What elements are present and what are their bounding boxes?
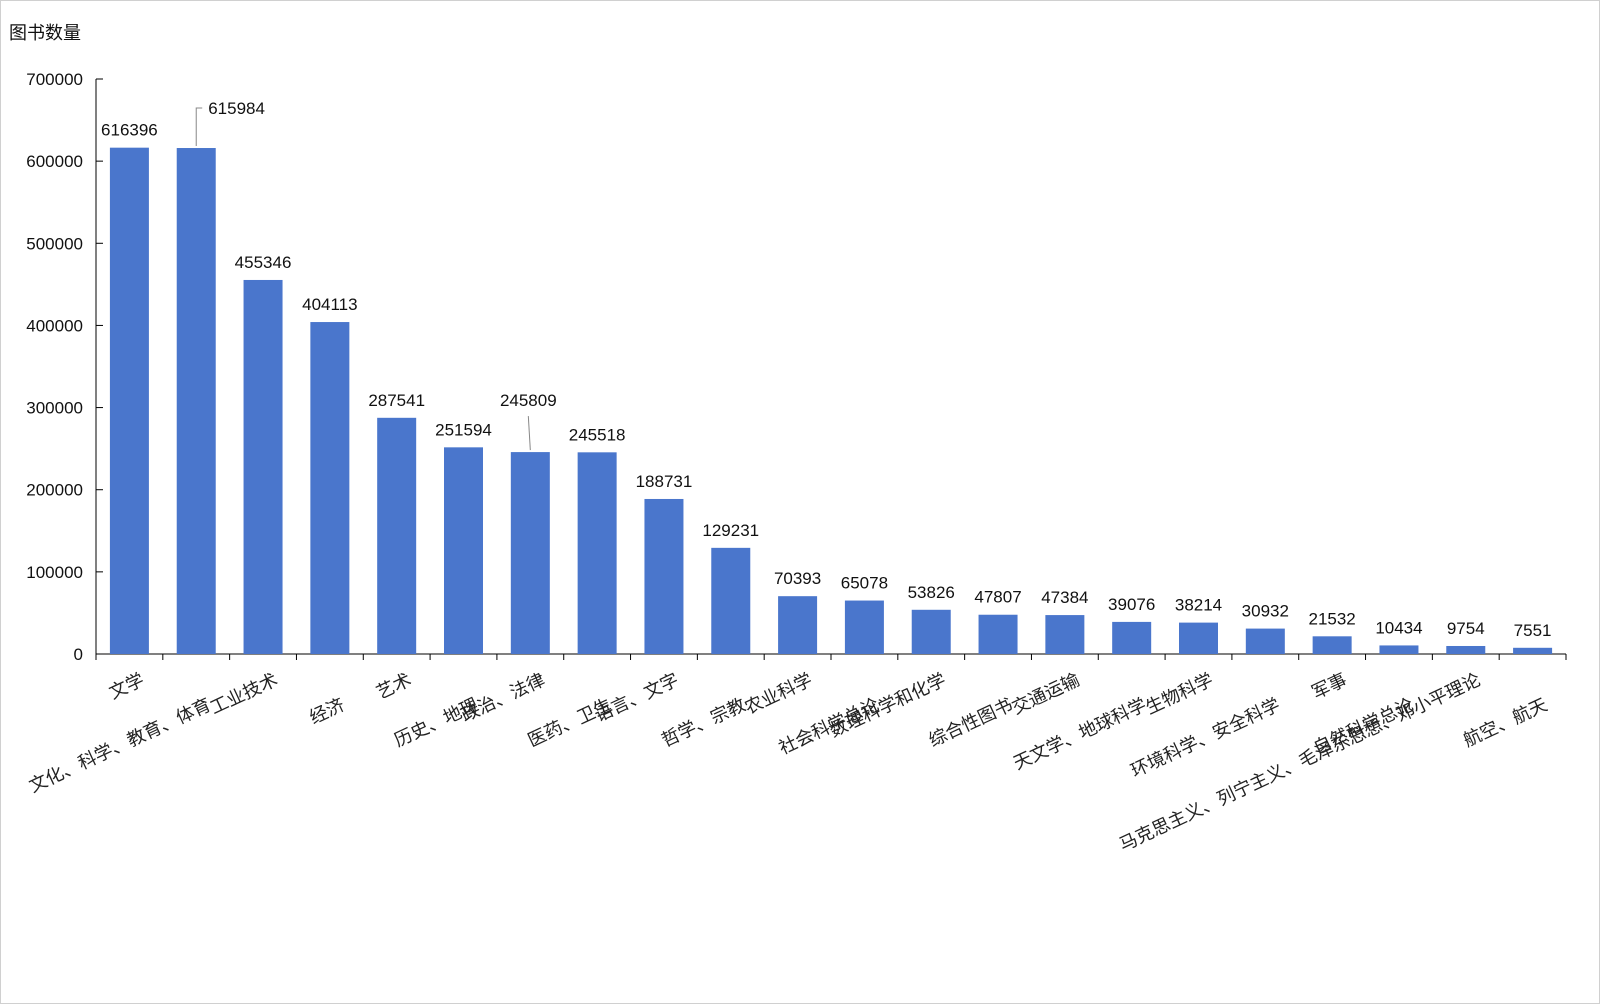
bar [176, 148, 216, 655]
bar [1045, 615, 1085, 654]
data-label: 39076 [1108, 595, 1155, 614]
y-tick-label: 700000 [26, 70, 83, 89]
y-axis: 0 100000 200000 300000 400000 500000 600000 700… [26, 70, 103, 664]
y-tick-label: 100000 [26, 563, 83, 582]
bar [978, 614, 1018, 654]
x-category-label: 交通运输 [1009, 669, 1083, 718]
data-label: 7551 [1514, 621, 1552, 640]
data-label: 615984 [208, 99, 265, 118]
data-label: 53826 [908, 583, 955, 602]
leader-line [527, 416, 531, 451]
x-category-label: 军事 [1309, 669, 1351, 703]
x-category-label: 航空、航天 [1460, 694, 1550, 751]
data-label: 188731 [636, 472, 693, 491]
y-tick-label: 300000 [26, 399, 83, 418]
bar [844, 600, 884, 654]
bar [644, 498, 684, 654]
data-label: 129231 [702, 521, 759, 540]
x-category-label: 艺术 [373, 669, 415, 703]
bar [510, 452, 550, 654]
bar [778, 596, 818, 654]
bar [1379, 645, 1419, 654]
bar [711, 547, 751, 654]
x-category-label: 经济 [306, 694, 348, 728]
data-label: 21532 [1308, 609, 1355, 628]
data-label: 9754 [1447, 619, 1485, 638]
y-tick-label: 400000 [26, 316, 83, 335]
data-label: 38214 [1175, 596, 1222, 615]
data-label: 404113 [302, 295, 357, 314]
y-tick-label: 200000 [26, 481, 83, 500]
data-label: 251594 [435, 420, 492, 439]
data-label: 616396 [101, 121, 158, 140]
y-axis-title: 图书数量 [9, 23, 81, 44]
y-tick-label: 0 [74, 645, 83, 664]
data-label: 245809 [500, 391, 557, 410]
bar [911, 609, 951, 654]
bar [444, 447, 483, 654]
data-label: 245518 [569, 425, 626, 444]
leader-line [195, 107, 203, 147]
x-category-label: 农业科学 [742, 669, 816, 718]
bar [109, 147, 149, 654]
data-label: 70393 [774, 569, 821, 588]
data-labels: 616396 615984 455346 404113 287541 251594 2458… [101, 99, 1551, 640]
x-axis [95, 653, 1567, 660]
y-tick-label: 500000 [26, 234, 83, 253]
x-category-label: 文化、科学、教育、体育 [26, 694, 214, 797]
data-label: 65078 [841, 574, 888, 593]
data-label: 10434 [1375, 618, 1422, 637]
bar [377, 417, 417, 654]
data-label: 455346 [235, 253, 292, 272]
x-category-label: 综合性图书 [926, 694, 1016, 751]
y-tick-label: 600000 [26, 152, 83, 171]
bar [1112, 621, 1152, 654]
data-label: 287541 [368, 391, 425, 410]
data-label: 47384 [1041, 588, 1088, 607]
x-category-label: 生物科学 [1142, 669, 1216, 718]
x-category-label: 工业技术 [207, 669, 281, 718]
bar [1179, 622, 1218, 654]
bar [1446, 645, 1486, 654]
x-category-label: 文学 [106, 669, 148, 703]
bars [109, 147, 1553, 655]
bar [1245, 628, 1285, 654]
bar [1513, 647, 1553, 654]
bar [1312, 636, 1352, 654]
bar [310, 322, 350, 654]
data-label: 47807 [974, 588, 1021, 607]
bar [243, 279, 283, 654]
bar [577, 452, 617, 654]
data-label: 30932 [1242, 602, 1289, 621]
x-category-label: 哲学、宗教 [658, 694, 748, 751]
